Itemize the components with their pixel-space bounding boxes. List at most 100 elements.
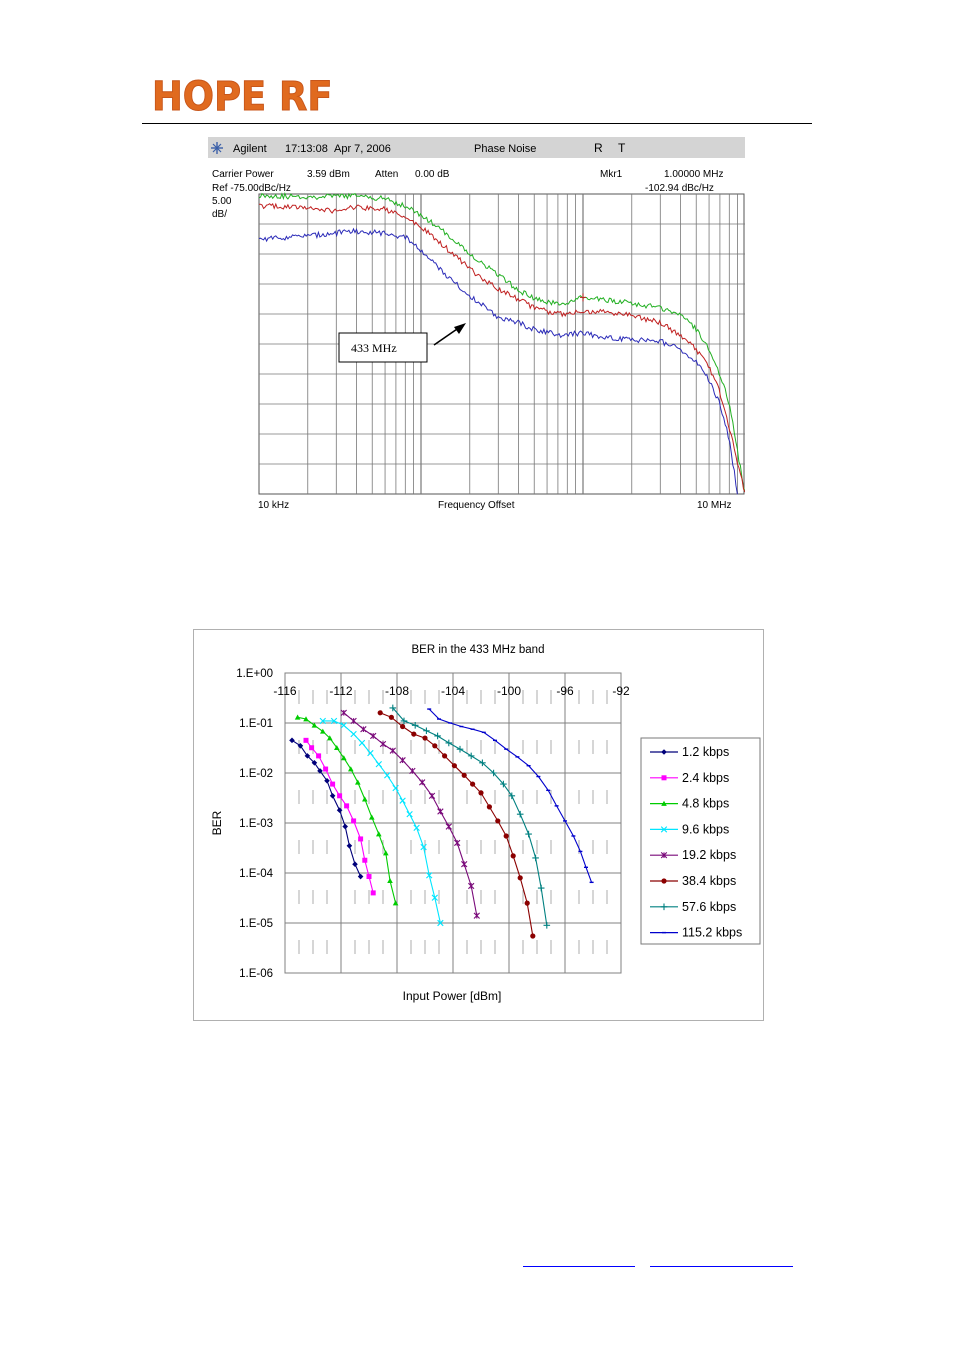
data-point — [543, 921, 551, 929]
data-point — [317, 768, 323, 774]
legend-label: 2.4 kbps — [682, 771, 729, 785]
data-point — [309, 745, 315, 751]
data-point — [420, 843, 427, 851]
legend-label: 38.4 kbps — [682, 874, 736, 888]
data-point — [330, 717, 338, 725]
phase-noise-grid — [258, 193, 745, 495]
x-tick-label: -116 — [273, 684, 296, 698]
series-line — [291, 739, 362, 877]
data-point — [445, 739, 453, 747]
data-point — [350, 717, 357, 725]
x-stop-label: 10 MHz — [697, 500, 731, 511]
series-line — [343, 712, 478, 916]
data-point — [411, 721, 419, 729]
y-axis-label: BER — [210, 810, 224, 835]
ber-grid — [284, 672, 622, 974]
instrument-r-indicator: R — [594, 141, 603, 155]
data-point — [324, 777, 330, 784]
atten-value: 0.00 dB — [415, 169, 450, 180]
data-point — [661, 775, 667, 781]
series-115-2-kbps — [427, 708, 594, 884]
y-tick-label: 1.E-02 — [239, 768, 273, 780]
data-point — [384, 772, 391, 779]
annotation-arrow — [433, 326, 461, 346]
carrier-power-value: 3.59 dBm — [307, 169, 350, 180]
data-point — [508, 792, 516, 800]
data-point — [327, 735, 333, 741]
data-point — [486, 804, 492, 810]
y-tick-label: 1.E-04 — [239, 868, 273, 880]
instrument-date: Apr 7, 2006 — [334, 143, 391, 155]
series-57-6-kbps — [389, 704, 551, 929]
website-link-underline[interactable] — [650, 1266, 793, 1267]
arrow-head-icon — [454, 323, 466, 334]
x-tick-label: -92 — [612, 684, 630, 698]
data-point — [467, 752, 475, 760]
y-tick-label: 1.E-01 — [239, 718, 273, 730]
data-point — [413, 824, 420, 832]
data-point — [470, 781, 476, 787]
logo: HOPE RF — [152, 74, 333, 121]
data-point — [344, 803, 350, 809]
data-point — [294, 714, 301, 720]
data-point — [442, 753, 448, 759]
data-point — [406, 811, 413, 818]
legend-label: 57.6 kbps — [682, 900, 736, 914]
data-point — [358, 836, 364, 842]
data-point — [400, 723, 406, 730]
data-point — [479, 759, 486, 767]
data-point — [392, 900, 399, 906]
data-point — [337, 793, 343, 799]
data-point — [495, 818, 501, 824]
data-point — [500, 780, 507, 788]
carrier-power-label: Carrier Power — [212, 169, 274, 180]
data-point — [503, 833, 509, 839]
data-point — [434, 732, 441, 740]
data-point — [525, 830, 532, 838]
data-point — [303, 737, 309, 743]
data-point — [400, 717, 408, 725]
legend-item: 38.4 kbps — [650, 874, 736, 888]
data-point — [428, 792, 436, 799]
legend-label: 4.8 kbps — [682, 797, 729, 811]
data-point — [456, 745, 464, 753]
instrument-mode: Phase Noise — [474, 143, 536, 155]
data-point — [320, 728, 326, 734]
data-point — [334, 744, 340, 751]
trace-red — [259, 202, 746, 493]
data-point — [375, 761, 382, 768]
data-point — [468, 882, 475, 890]
data-point — [340, 709, 347, 716]
data-point — [423, 727, 430, 735]
legend: 1.2 kbps 2.4 kbps 4.8 kbps 9.6 kbps 19.2 kbp… — [640, 737, 761, 945]
data-point — [379, 740, 387, 748]
instrument-t-indicator: T — [618, 141, 626, 155]
data-point — [358, 739, 366, 747]
data-point — [524, 900, 530, 906]
data-point — [445, 823, 452, 830]
data-point — [387, 877, 393, 884]
legend-box — [640, 737, 761, 945]
email-link-underline[interactable] — [523, 1266, 635, 1267]
phase-noise-svg: Agilent 17:13:08 Apr 7, 2006 Phase Noise… — [208, 137, 746, 517]
chart-title: BER in the 433 MHz band — [412, 644, 545, 656]
x-tick-label: -104 — [441, 684, 465, 698]
data-point — [451, 763, 457, 769]
data-point — [297, 742, 304, 749]
data-point — [478, 790, 484, 796]
instrument-time: 17:13:08 — [285, 143, 328, 155]
scale-unit: dB/ — [212, 209, 227, 220]
y-tick-labels: 1.E+00 1.E-01 1.E-02 1.E-03 1.E-04 1.E-05 1.E-… — [236, 668, 273, 980]
data-point — [399, 757, 406, 764]
data-point — [370, 890, 376, 896]
data-point — [411, 731, 417, 737]
phase-noise-traces — [258, 191, 746, 495]
data-point — [426, 872, 433, 879]
legend-label: 19.2 kbps — [682, 848, 736, 862]
x-axis-label: Frequency Offset — [438, 500, 515, 511]
data-point — [389, 747, 396, 754]
data-point — [303, 716, 309, 722]
x-start-label: 10 kHz — [258, 500, 289, 511]
series-4-8-kbps — [294, 714, 399, 906]
data-point — [437, 808, 444, 815]
